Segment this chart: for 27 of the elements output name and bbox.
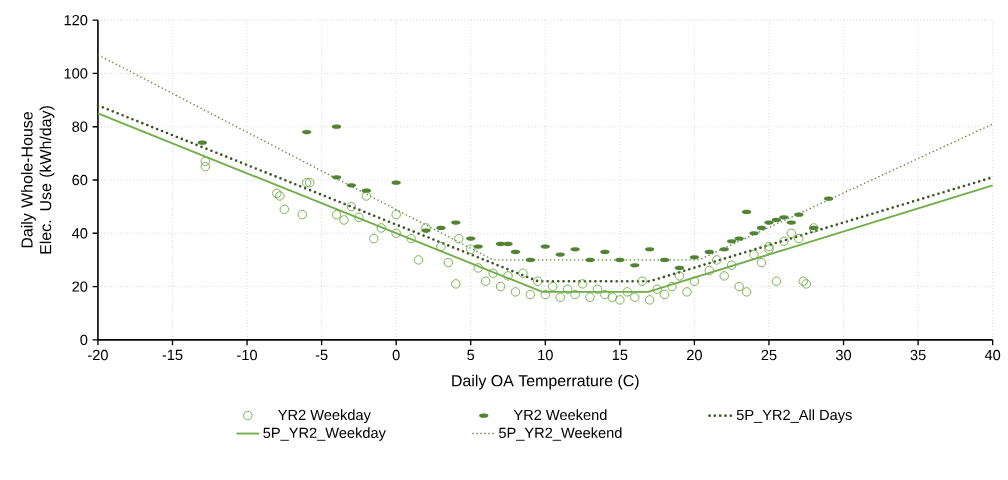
x-tick-label: -15 bbox=[162, 349, 183, 361]
x-axis-title: Daily OA Temperrature (C) bbox=[452, 374, 639, 390]
x-tick-label: 5 bbox=[467, 349, 475, 361]
x-tick-label: -10 bbox=[237, 349, 258, 361]
legend-label: 5P_YR2_All Days bbox=[736, 409, 852, 423]
legend-label: 5P_YR2_Weekend bbox=[498, 427, 622, 441]
y-tick-label: 20 bbox=[72, 281, 88, 292]
legend-label: 5P_YR2_Weekday bbox=[263, 427, 386, 441]
x-tick-label: 25 bbox=[761, 349, 777, 361]
y-tick-label: 120 bbox=[64, 15, 88, 26]
x-tick-label: 20 bbox=[687, 349, 702, 361]
y-tick-label: 80 bbox=[72, 121, 88, 132]
x-tick-label: 40 bbox=[984, 349, 1001, 361]
y-tick-label: 0 bbox=[80, 334, 88, 346]
x-tick-label: 30 bbox=[835, 349, 852, 361]
x-tick-label: 10 bbox=[538, 349, 553, 361]
x-tick-label: 15 bbox=[612, 349, 628, 361]
x-tick-label: -5 bbox=[315, 349, 328, 361]
y-tick-label: 60 bbox=[72, 174, 88, 186]
y-tick-label: 40 bbox=[71, 228, 88, 239]
x-tick-label: 35 bbox=[910, 349, 926, 361]
y-tick-label: 100 bbox=[64, 68, 88, 79]
x-tick-label: -20 bbox=[88, 349, 108, 361]
x-tick-label: 0 bbox=[392, 349, 400, 361]
legend-label: YR2 Weekday bbox=[278, 409, 371, 423]
y-axis-title: Daily Whole-House Elec. Use (kWh/day) bbox=[20, 106, 55, 254]
legend-label: YR2 Weekend bbox=[513, 409, 607, 421]
